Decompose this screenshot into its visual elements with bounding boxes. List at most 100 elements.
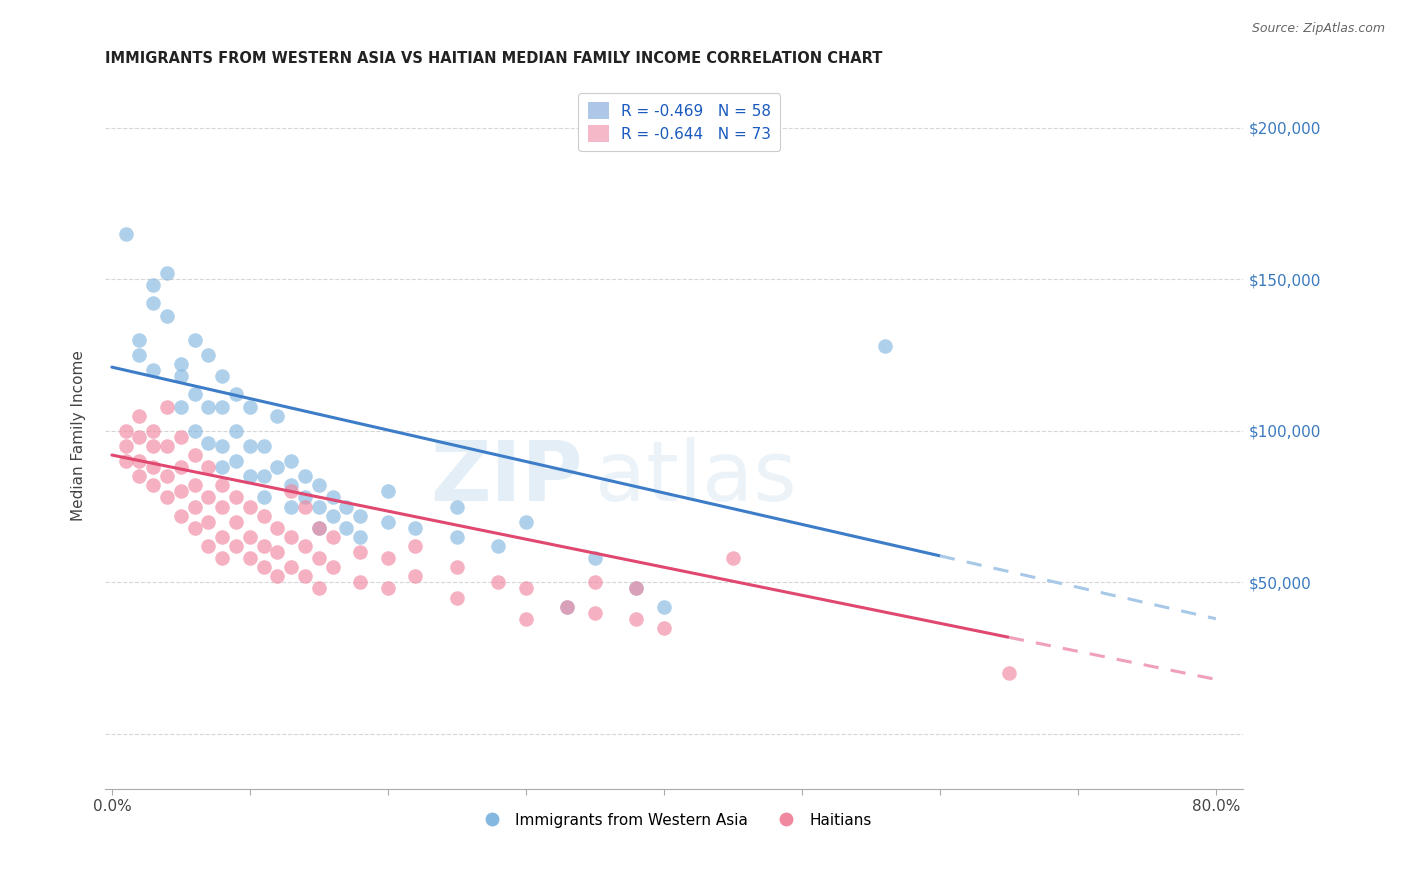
Point bbox=[652, 599, 675, 614]
Point bbox=[128, 348, 150, 362]
Point bbox=[170, 430, 193, 444]
Point bbox=[583, 606, 606, 620]
Point bbox=[128, 454, 150, 468]
Point bbox=[266, 545, 288, 559]
Point bbox=[197, 436, 219, 450]
Y-axis label: Median Family Income: Median Family Income bbox=[72, 350, 86, 521]
Point bbox=[156, 491, 179, 505]
Point bbox=[225, 491, 247, 505]
Point bbox=[128, 333, 150, 347]
Point bbox=[253, 539, 276, 553]
Point bbox=[405, 569, 427, 583]
Point bbox=[294, 491, 316, 505]
Point bbox=[142, 296, 165, 310]
Point bbox=[239, 469, 262, 483]
Point bbox=[170, 508, 193, 523]
Point bbox=[308, 551, 330, 566]
Point bbox=[515, 515, 537, 529]
Point bbox=[183, 333, 205, 347]
Point bbox=[446, 530, 468, 544]
Point bbox=[446, 560, 468, 574]
Point bbox=[183, 521, 205, 535]
Point bbox=[170, 400, 193, 414]
Point bbox=[349, 508, 371, 523]
Point bbox=[377, 515, 399, 529]
Point bbox=[114, 227, 136, 241]
Point bbox=[211, 460, 233, 475]
Point bbox=[308, 521, 330, 535]
Point bbox=[322, 491, 344, 505]
Point bbox=[335, 500, 357, 514]
Point bbox=[211, 500, 233, 514]
Point bbox=[308, 582, 330, 596]
Point bbox=[405, 521, 427, 535]
Point bbox=[142, 439, 165, 453]
Point bbox=[197, 491, 219, 505]
Text: Source: ZipAtlas.com: Source: ZipAtlas.com bbox=[1251, 22, 1385, 36]
Point bbox=[170, 357, 193, 371]
Point bbox=[239, 530, 262, 544]
Point bbox=[239, 500, 262, 514]
Point bbox=[280, 478, 302, 492]
Point bbox=[405, 539, 427, 553]
Point bbox=[156, 266, 179, 280]
Point bbox=[294, 539, 316, 553]
Point bbox=[211, 369, 233, 384]
Point bbox=[322, 530, 344, 544]
Point bbox=[211, 439, 233, 453]
Text: ZIP: ZIP bbox=[430, 437, 583, 518]
Point bbox=[266, 409, 288, 423]
Point bbox=[446, 500, 468, 514]
Point bbox=[280, 500, 302, 514]
Point bbox=[183, 387, 205, 401]
Point bbox=[377, 582, 399, 596]
Point bbox=[349, 575, 371, 590]
Point bbox=[128, 409, 150, 423]
Point bbox=[280, 560, 302, 574]
Point bbox=[156, 309, 179, 323]
Point bbox=[183, 500, 205, 514]
Point bbox=[197, 348, 219, 362]
Point bbox=[128, 430, 150, 444]
Text: atlas: atlas bbox=[595, 437, 796, 518]
Point bbox=[266, 521, 288, 535]
Point bbox=[294, 500, 316, 514]
Point bbox=[515, 582, 537, 596]
Point bbox=[583, 575, 606, 590]
Point bbox=[156, 400, 179, 414]
Point bbox=[626, 612, 648, 626]
Point bbox=[583, 551, 606, 566]
Point bbox=[239, 551, 262, 566]
Point bbox=[211, 400, 233, 414]
Point bbox=[266, 569, 288, 583]
Point bbox=[183, 478, 205, 492]
Point bbox=[626, 582, 648, 596]
Point bbox=[170, 369, 193, 384]
Point bbox=[239, 400, 262, 414]
Point bbox=[555, 599, 578, 614]
Point bbox=[128, 469, 150, 483]
Point bbox=[294, 469, 316, 483]
Point bbox=[626, 582, 648, 596]
Point bbox=[239, 439, 262, 453]
Point bbox=[294, 569, 316, 583]
Point bbox=[211, 530, 233, 544]
Point bbox=[225, 454, 247, 468]
Point bbox=[183, 424, 205, 438]
Point bbox=[197, 400, 219, 414]
Point bbox=[197, 460, 219, 475]
Point bbox=[253, 439, 276, 453]
Point bbox=[322, 560, 344, 574]
Point bbox=[873, 339, 896, 353]
Point bbox=[280, 530, 302, 544]
Point bbox=[225, 515, 247, 529]
Point bbox=[253, 560, 276, 574]
Point bbox=[197, 539, 219, 553]
Point bbox=[225, 424, 247, 438]
Text: IMMIGRANTS FROM WESTERN ASIA VS HAITIAN MEDIAN FAMILY INCOME CORRELATION CHART: IMMIGRANTS FROM WESTERN ASIA VS HAITIAN … bbox=[105, 51, 883, 66]
Point bbox=[170, 484, 193, 499]
Point bbox=[225, 539, 247, 553]
Point bbox=[446, 591, 468, 605]
Point bbox=[308, 478, 330, 492]
Point bbox=[515, 612, 537, 626]
